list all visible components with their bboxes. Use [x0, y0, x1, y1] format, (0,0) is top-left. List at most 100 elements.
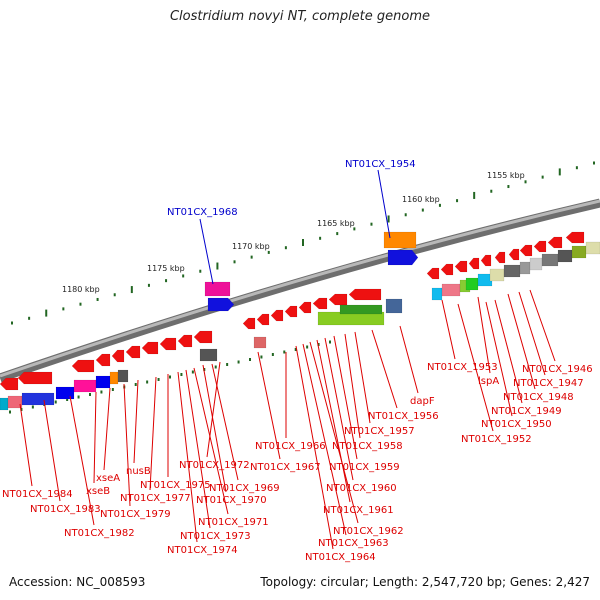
- highlight-gene-1954-bottom[interactable]: [387, 249, 419, 266]
- leader-line: [193, 367, 229, 515]
- forward-gene[interactable]: [465, 277, 479, 291]
- reverse-gene[interactable]: [125, 345, 141, 359]
- forward-gene[interactable]: [0, 397, 9, 411]
- reverse-gene[interactable]: [328, 293, 348, 306]
- forward-gene[interactable]: [95, 375, 111, 389]
- gene-label[interactable]: NT01CX_1963: [318, 538, 389, 549]
- gene-label[interactable]: NT01CX_1973: [180, 531, 251, 542]
- gene-label[interactable]: NT01CX_1964: [305, 552, 376, 563]
- reverse-gene[interactable]: [454, 260, 468, 273]
- reverse-gene[interactable]: [312, 297, 328, 310]
- reverse-gene[interactable]: [193, 330, 213, 344]
- forward-gene[interactable]: [529, 257, 543, 271]
- highlight-gene-1968-bottom[interactable]: [207, 297, 235, 312]
- gene-label[interactable]: NT01CX_1971: [198, 517, 269, 528]
- forward-gene[interactable]: [7, 395, 23, 409]
- gene-label[interactable]: NT01CX_1960: [326, 483, 397, 494]
- gene-label[interactable]: NT01CX_1974: [167, 545, 238, 556]
- gene-label[interactable]: NT01CX_1959: [329, 462, 400, 473]
- reverse-gene[interactable]: [508, 248, 520, 261]
- gene-box[interactable]: [199, 348, 218, 362]
- gene-label[interactable]: NT01CX_1949: [491, 406, 562, 417]
- gene-label[interactable]: NT01CX_1966: [255, 441, 326, 452]
- reverse-gene[interactable]: [284, 305, 298, 318]
- highlight-gene-label[interactable]: NT01CX_1954: [345, 159, 416, 170]
- reverse-gene[interactable]: [519, 244, 533, 257]
- reverse-gene[interactable]: [141, 341, 159, 355]
- reverse-gene[interactable]: [533, 240, 547, 253]
- forward-gene[interactable]: [441, 283, 461, 297]
- gene-label[interactable]: NT01CX_1957: [344, 426, 415, 437]
- gene-label[interactable]: NT01CX_1969: [209, 483, 280, 494]
- inner-tick: [169, 375, 171, 379]
- gene-label[interactable]: NT01CX_1970: [196, 495, 267, 506]
- gene-label[interactable]: NT01CX_1962: [333, 526, 404, 537]
- reverse-gene[interactable]: [177, 334, 193, 348]
- gene-label[interactable]: xseB: [86, 486, 110, 497]
- reverse-gene[interactable]: [440, 263, 454, 276]
- forward-gene[interactable]: [21, 392, 55, 406]
- gene-label[interactable]: NT01CX_1975: [140, 480, 211, 491]
- highlight-gene-label[interactable]: NT01CX_1968: [167, 207, 238, 218]
- gene-label[interactable]: NT01CX_1956: [368, 411, 439, 422]
- gene-label[interactable]: nusB: [126, 466, 151, 477]
- gene-features[interactable]: [0, 231, 600, 411]
- gene-label[interactable]: NT01CX_1958: [332, 441, 403, 452]
- reverse-gene[interactable]: [242, 317, 256, 330]
- reverse-gene[interactable]: [426, 267, 440, 280]
- reverse-gene[interactable]: [95, 353, 111, 367]
- gene-labels[interactable]: NT01CX_1954 NT01CX_1968 NT01CX_1946 NT01CX_…: [2, 159, 593, 563]
- forward-gene[interactable]: [55, 386, 75, 400]
- reverse-gene[interactable]: [547, 236, 563, 249]
- reverse-gene[interactable]: [480, 254, 492, 267]
- forward-gene[interactable]: [109, 371, 119, 385]
- forward-gene[interactable]: [585, 241, 600, 255]
- green-gene[interactable]: [339, 304, 383, 315]
- gene-label[interactable]: NT01CX_1961: [323, 505, 394, 516]
- forward-gene[interactable]: [73, 379, 97, 393]
- gene-label[interactable]: lspA: [478, 376, 499, 387]
- highlight-gene-1954-top[interactable]: [383, 231, 417, 249]
- gene-label[interactable]: NT01CX_1948: [503, 392, 574, 403]
- gene-label[interactable]: NT01CX_1982: [64, 528, 135, 539]
- reverse-gene[interactable]: [468, 257, 480, 270]
- forward-gene[interactable]: [541, 253, 559, 267]
- forward-gene[interactable]: [477, 273, 493, 287]
- gene-label[interactable]: NT01CX_1946: [522, 364, 593, 375]
- reverse-gene[interactable]: [565, 231, 585, 244]
- forward-gene[interactable]: [117, 369, 129, 383]
- gene-label[interactable]: NT01CX_1977: [120, 493, 191, 504]
- reverse-gene[interactable]: [270, 309, 284, 322]
- reverse-gene[interactable]: [71, 359, 95, 373]
- gene-box[interactable]: [385, 298, 403, 314]
- reverse-gene[interactable]: [159, 337, 177, 351]
- forward-gene[interactable]: [571, 245, 587, 259]
- gene-box[interactable]: [253, 336, 267, 349]
- gene-label[interactable]: NT01CX_1983: [30, 504, 101, 515]
- forward-gene[interactable]: [503, 264, 521, 278]
- gene-label[interactable]: NT01CX_1972: [179, 460, 250, 471]
- forward-gene[interactable]: [519, 261, 531, 275]
- highlight-gene-1968-top[interactable]: [204, 281, 231, 297]
- gene-label[interactable]: NT01CX_1953: [427, 362, 498, 373]
- forward-gene[interactable]: [431, 287, 443, 301]
- gene-label[interactable]: xseA: [96, 473, 120, 484]
- gene-label[interactable]: NT01CX_1967: [250, 462, 321, 473]
- scale-tick: [62, 307, 65, 311]
- reverse-gene[interactable]: [111, 349, 125, 363]
- forward-gene[interactable]: [557, 249, 573, 263]
- gene-label[interactable]: NT01CX_1947: [513, 378, 584, 389]
- reverse-gene[interactable]: [256, 313, 270, 326]
- reverse-gene[interactable]: [298, 301, 312, 314]
- reverse-gene[interactable]: [494, 251, 506, 264]
- gene-label[interactable]: NT01CX_1950: [481, 419, 552, 430]
- gene-label[interactable]: NT01CX_1984: [2, 489, 73, 500]
- gene-label[interactable]: dapF: [410, 396, 435, 407]
- reverse-gene[interactable]: [348, 288, 382, 301]
- reverse-gene[interactable]: [17, 371, 53, 385]
- reverse-gene[interactable]: [0, 377, 19, 391]
- gene-label[interactable]: NT01CX_1979: [100, 509, 171, 520]
- forward-gene[interactable]: [489, 268, 505, 282]
- gene-label[interactable]: NT01CX_1952: [461, 434, 532, 445]
